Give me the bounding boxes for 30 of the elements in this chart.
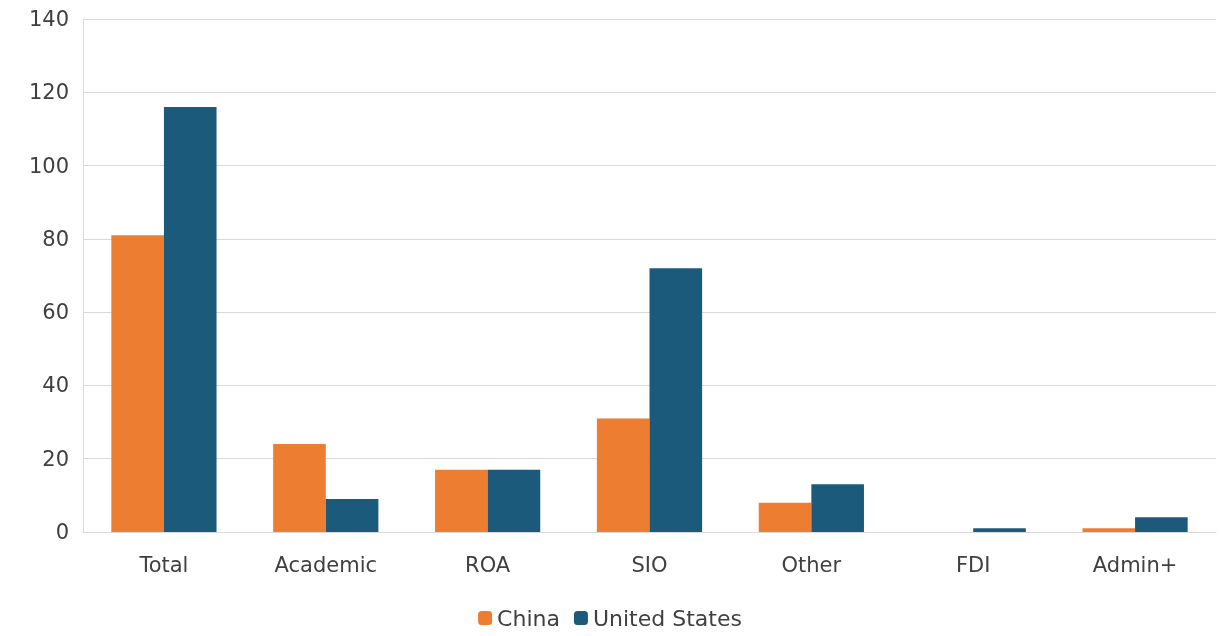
- x-tick-label: ROA: [465, 552, 511, 577]
- x-tick-label: Total: [138, 552, 189, 577]
- y-tick-label: 0: [55, 520, 69, 544]
- x-tick-label: Other: [781, 552, 842, 577]
- y-tick-label: 40: [42, 373, 69, 398]
- bar: [325, 499, 379, 532]
- x-tick-label: Academic: [274, 552, 378, 577]
- y-tick-label: 120: [28, 80, 69, 105]
- legend-label: China: [497, 605, 560, 631]
- bar: [1082, 528, 1136, 532]
- y-tick-label: 20: [42, 446, 69, 471]
- bar: [163, 106, 217, 532]
- y-tick-label: 140: [28, 7, 69, 31]
- bar: [1135, 517, 1188, 532]
- x-tick-label: SIO: [631, 552, 668, 577]
- bar: [811, 484, 864, 532]
- y-tick-label: 100: [28, 153, 69, 178]
- bar: [273, 444, 326, 532]
- bar: [487, 469, 541, 532]
- bar: [435, 469, 488, 532]
- bar: [649, 268, 703, 532]
- bar: [973, 528, 1026, 532]
- y-tick-label: 80: [42, 226, 69, 251]
- x-tick-label: FDI: [955, 552, 991, 577]
- x-tick-label: Admin+: [1092, 552, 1178, 577]
- bar: [758, 502, 812, 532]
- bar: [111, 235, 164, 532]
- y-tick-label: 60: [42, 300, 69, 325]
- bar: [596, 418, 650, 532]
- legend-label: United States: [592, 605, 742, 631]
